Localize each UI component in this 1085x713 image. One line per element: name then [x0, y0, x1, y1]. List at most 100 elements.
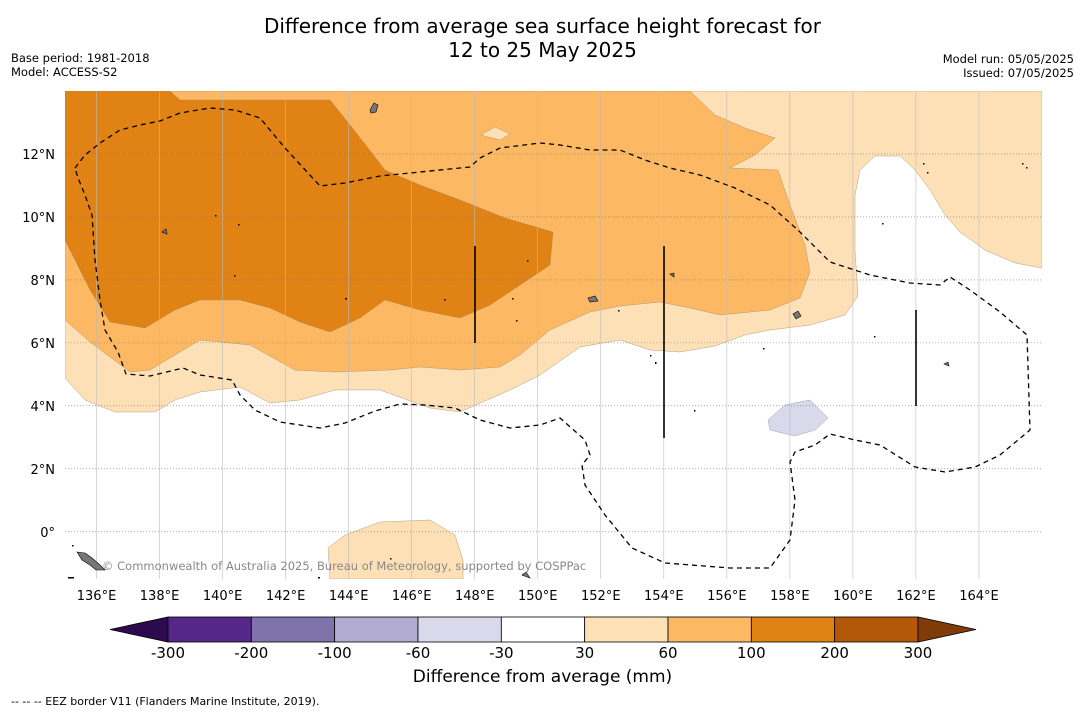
atoll-21 — [318, 577, 320, 579]
atoll-20 — [72, 545, 74, 547]
island-pohnpei — [792, 310, 802, 320]
lon-tick-label: 158°E — [770, 589, 810, 604]
lon-tick-label: 154°E — [644, 589, 684, 604]
lon-tick-label: 142°E — [266, 589, 306, 604]
island-a — [161, 228, 168, 235]
atolls — [68, 163, 1028, 579]
lon-tick-label: 162°E — [896, 589, 936, 604]
atoll-12 — [694, 410, 696, 412]
issued-label: Issued: 07/05/2025 — [963, 66, 1074, 80]
island-b — [943, 361, 950, 367]
lat-tick-label: 4°N — [31, 400, 56, 415]
atoll-14 — [874, 336, 876, 338]
footer-note: -- -- -- EEZ border V11 (Flanders Marine… — [11, 695, 320, 708]
anomaly-band-100-200 — [65, 91, 554, 333]
colorbar-cell — [834, 616, 919, 643]
colorbar — [109, 616, 977, 643]
colorbar-cell — [334, 616, 419, 643]
title-line-1: Difference from average sea surface heig… — [263, 14, 822, 38]
colorbar-cell — [750, 616, 836, 643]
atoll-5 — [444, 299, 446, 301]
atoll-22 — [390, 558, 392, 560]
island-d — [521, 571, 531, 579]
colorbar-cell — [667, 616, 752, 643]
colorbar-cell — [500, 616, 586, 643]
meta-right: Model run: 05/05/2025 Issued: 07/05/2025 — [943, 52, 1074, 80]
longitude-labels: 136°E 138°E 140°E 142°E 144°E 146°E 148°E 150°E… — [77, 589, 999, 604]
model-run-label: Model run: 05/05/2025 — [942, 52, 1074, 66]
colorbar-cell — [250, 616, 336, 643]
atoll-13 — [763, 348, 765, 350]
island-c — [669, 272, 675, 278]
lon-tick-label: 152°E — [581, 589, 621, 604]
anomaly-patch-negative — [767, 399, 829, 437]
lon-tick-label: 148°E — [455, 589, 495, 604]
atoll-7 — [527, 260, 529, 262]
colorbar-cell — [167, 616, 252, 643]
atoll-11 — [655, 362, 657, 364]
meta-left: Base period: 1981-2018 Model: ACCESS-S2 — [11, 51, 150, 79]
gridlines — [65, 91, 1042, 579]
colorbar-title: Difference from average (mm) — [412, 667, 673, 687]
colorbar-tick-label: 200 — [820, 644, 849, 662]
anomaly-patch-small — [480, 126, 511, 141]
lat-tick-label: 6°N — [31, 337, 56, 352]
lon-tick-label: 160°E — [833, 589, 873, 604]
atoll-19 — [1026, 167, 1028, 169]
colorbar-tick-label: -30 — [489, 644, 514, 662]
base-period-label: Base period: 1981-2018 — [11, 51, 150, 65]
atoll-3 — [234, 275, 236, 277]
island-chuuk — [587, 295, 599, 303]
lon-tick-label: 138°E — [140, 589, 180, 604]
atoll-9 — [618, 310, 620, 312]
lat-tick-label: 8°N — [31, 274, 56, 289]
atoll-10 — [650, 355, 652, 357]
colorbar-tick-label: 60 — [658, 644, 677, 662]
atoll-23 — [68, 577, 74, 579]
credit-text: © Commonwealth of Australia 2025, Bureau… — [102, 559, 586, 573]
island-west — [76, 551, 106, 571]
lat-tick-label: 12°N — [22, 148, 55, 163]
islands — [76, 102, 950, 579]
lon-tick-label: 144°E — [329, 589, 369, 604]
colorbar-tick-label: -60 — [406, 644, 431, 662]
colorbar-tick-label: -200 — [234, 644, 268, 662]
island-guam — [369, 102, 379, 114]
atoll-18 — [1022, 163, 1024, 165]
colorbar-cell — [417, 616, 502, 643]
lon-tick-label: 140°E — [203, 589, 243, 604]
atoll-1 — [215, 215, 217, 217]
colorbar-tick-label: 30 — [575, 644, 594, 662]
colorbar-tick-label: 300 — [904, 644, 933, 662]
lat-tick-label: 2°N — [31, 463, 56, 478]
model-label: Model: ACCESS-S2 — [11, 65, 118, 79]
atoll-15 — [882, 223, 884, 225]
atoll-16 — [923, 163, 925, 165]
lat-tick-label: 0° — [40, 526, 55, 541]
colorbar-extend-low — [109, 616, 169, 643]
atoll-6 — [512, 298, 514, 300]
lon-tick-label: 164°E — [959, 589, 999, 604]
title-line-2: 12 to 25 May 2025 — [448, 38, 637, 62]
colorbar-tick-label: 100 — [737, 644, 766, 662]
lon-tick-label: 150°E — [518, 589, 558, 604]
atoll-17 — [927, 172, 929, 174]
lat-tick-label: 10°N — [22, 211, 55, 226]
lon-tick-label: 146°E — [392, 589, 432, 604]
colorbar-labels: -300 -200 -100 -60 -30 30 60 100 200 300 — [151, 644, 932, 662]
lon-tick-label: 156°E — [707, 589, 747, 604]
colorbar-extend-high — [917, 616, 977, 643]
lon-tick-label: 136°E — [77, 589, 117, 604]
anomaly-patch-south — [327, 519, 464, 579]
map-plot-area: © Commonwealth of Australia 2025, Bureau… — [65, 91, 1042, 579]
chart-title: Difference from average sea surface heig… — [0, 14, 1085, 62]
atoll-4 — [345, 298, 347, 300]
latitude-labels: 0° 2°N 4°N 6°N 8°N 10°N 12°N — [22, 148, 55, 541]
colorbar-cell — [584, 616, 669, 643]
eez-border — [74, 107, 1031, 569]
atoll-2 — [238, 224, 240, 226]
colorbar-tick-label: -100 — [318, 644, 352, 662]
colorbar-tick-label: -300 — [151, 644, 185, 662]
atoll-8 — [516, 320, 518, 322]
